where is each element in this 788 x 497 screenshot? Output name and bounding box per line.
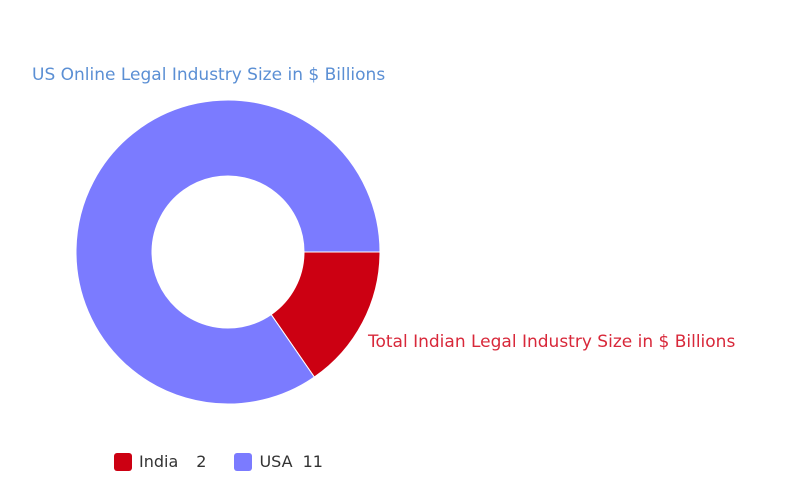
legend-swatch-usa xyxy=(234,452,253,471)
data-label-usa: US Online Legal Industry Size in $ Billi… xyxy=(32,65,385,85)
data-label-india: Total Indian Legal Industry Size in $ Bi… xyxy=(367,332,735,352)
legend-item-india[interactable]: India 2 xyxy=(114,452,206,471)
legend: India 2 USA 11 xyxy=(114,452,351,471)
legend-label-usa: USA xyxy=(259,452,293,471)
slice-usa[interactable] xyxy=(75,99,381,405)
legend-swatch-india xyxy=(114,452,132,471)
legend-value-india: 2 xyxy=(196,452,207,471)
legend-item-usa[interactable]: USA 11 xyxy=(234,452,323,471)
legend-value-usa: 11 xyxy=(302,452,323,471)
legend-label-india: India xyxy=(139,452,179,471)
